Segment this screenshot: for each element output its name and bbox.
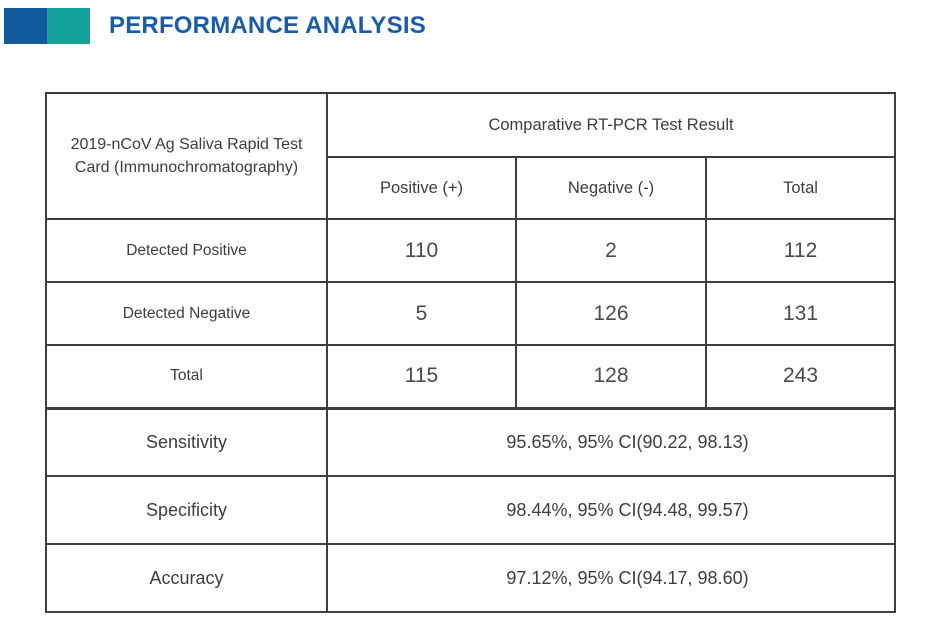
col-header-positive: Positive (+) bbox=[326, 156, 517, 220]
row-label-detected-positive: Detected Positive bbox=[45, 218, 328, 283]
cell-grand-total: 243 bbox=[704, 344, 897, 409]
cell-true-negative: 126 bbox=[515, 281, 707, 346]
stat-label-specificity: Specificity bbox=[45, 475, 328, 545]
table-row-column-headers: Positive (+) Negative (-) Total bbox=[46, 156, 897, 220]
table-row-accuracy: Accuracy 97.12%, 95% CI(94.17, 98.60) bbox=[45, 543, 897, 613]
group-header-cell: Comparative RT-PCR Test Result bbox=[325, 92, 897, 158]
stat-value-specificity: 98.44%, 95% CI(94.48, 99.57) bbox=[325, 475, 897, 545]
row-label-detected-negative: Detected Negative bbox=[45, 281, 328, 346]
stat-value-sensitivity: 95.65%, 95% CI(90.22, 98.13) bbox=[325, 406, 897, 477]
table-row-detected-negative: Detected Negative 5 126 131 bbox=[45, 281, 897, 346]
corner-header-cell: 2019-nCoV Ag Saliva Rapid Test Card (Imm… bbox=[45, 92, 328, 220]
cell-total-negative: 128 bbox=[515, 344, 707, 409]
cell-detected-positive-total: 112 bbox=[704, 218, 897, 283]
row-label-total: Total bbox=[45, 344, 328, 409]
stat-value-accuracy: 97.12%, 95% CI(94.17, 98.60) bbox=[325, 543, 897, 613]
stat-label-accuracy: Accuracy bbox=[45, 543, 328, 613]
page-header: PERFORMANCE ANALYSIS bbox=[4, 8, 426, 44]
cell-detected-negative-total: 131 bbox=[704, 281, 897, 346]
cell-true-positive: 110 bbox=[326, 218, 517, 283]
table-row-detected-positive: Detected Positive 110 2 112 bbox=[45, 218, 897, 283]
stat-label-sensitivity: Sensitivity bbox=[45, 406, 328, 477]
page-title: PERFORMANCE ANALYSIS bbox=[109, 12, 426, 39]
logo-teal-square-icon bbox=[47, 8, 90, 44]
performance-table: 2019-nCoV Ag Saliva Rapid Test Card (Imm… bbox=[45, 92, 897, 613]
table-row-specificity: Specificity 98.44%, 95% CI(94.48, 99.57) bbox=[45, 475, 897, 545]
table-row-sensitivity: Sensitivity 95.65%, 95% CI(90.22, 98.13) bbox=[45, 406, 897, 477]
cell-false-positive: 2 bbox=[515, 218, 707, 283]
table-row-total: Total 115 128 243 bbox=[45, 344, 897, 409]
col-header-total: Total bbox=[704, 156, 897, 220]
cell-false-negative: 5 bbox=[326, 281, 517, 346]
logo-blue-square-icon bbox=[4, 8, 47, 44]
col-header-negative: Negative (-) bbox=[515, 156, 707, 220]
cell-total-positive: 115 bbox=[326, 344, 517, 409]
table-row-group-header: 2019-nCoV Ag Saliva Rapid Test Card (Imm… bbox=[45, 92, 897, 220]
